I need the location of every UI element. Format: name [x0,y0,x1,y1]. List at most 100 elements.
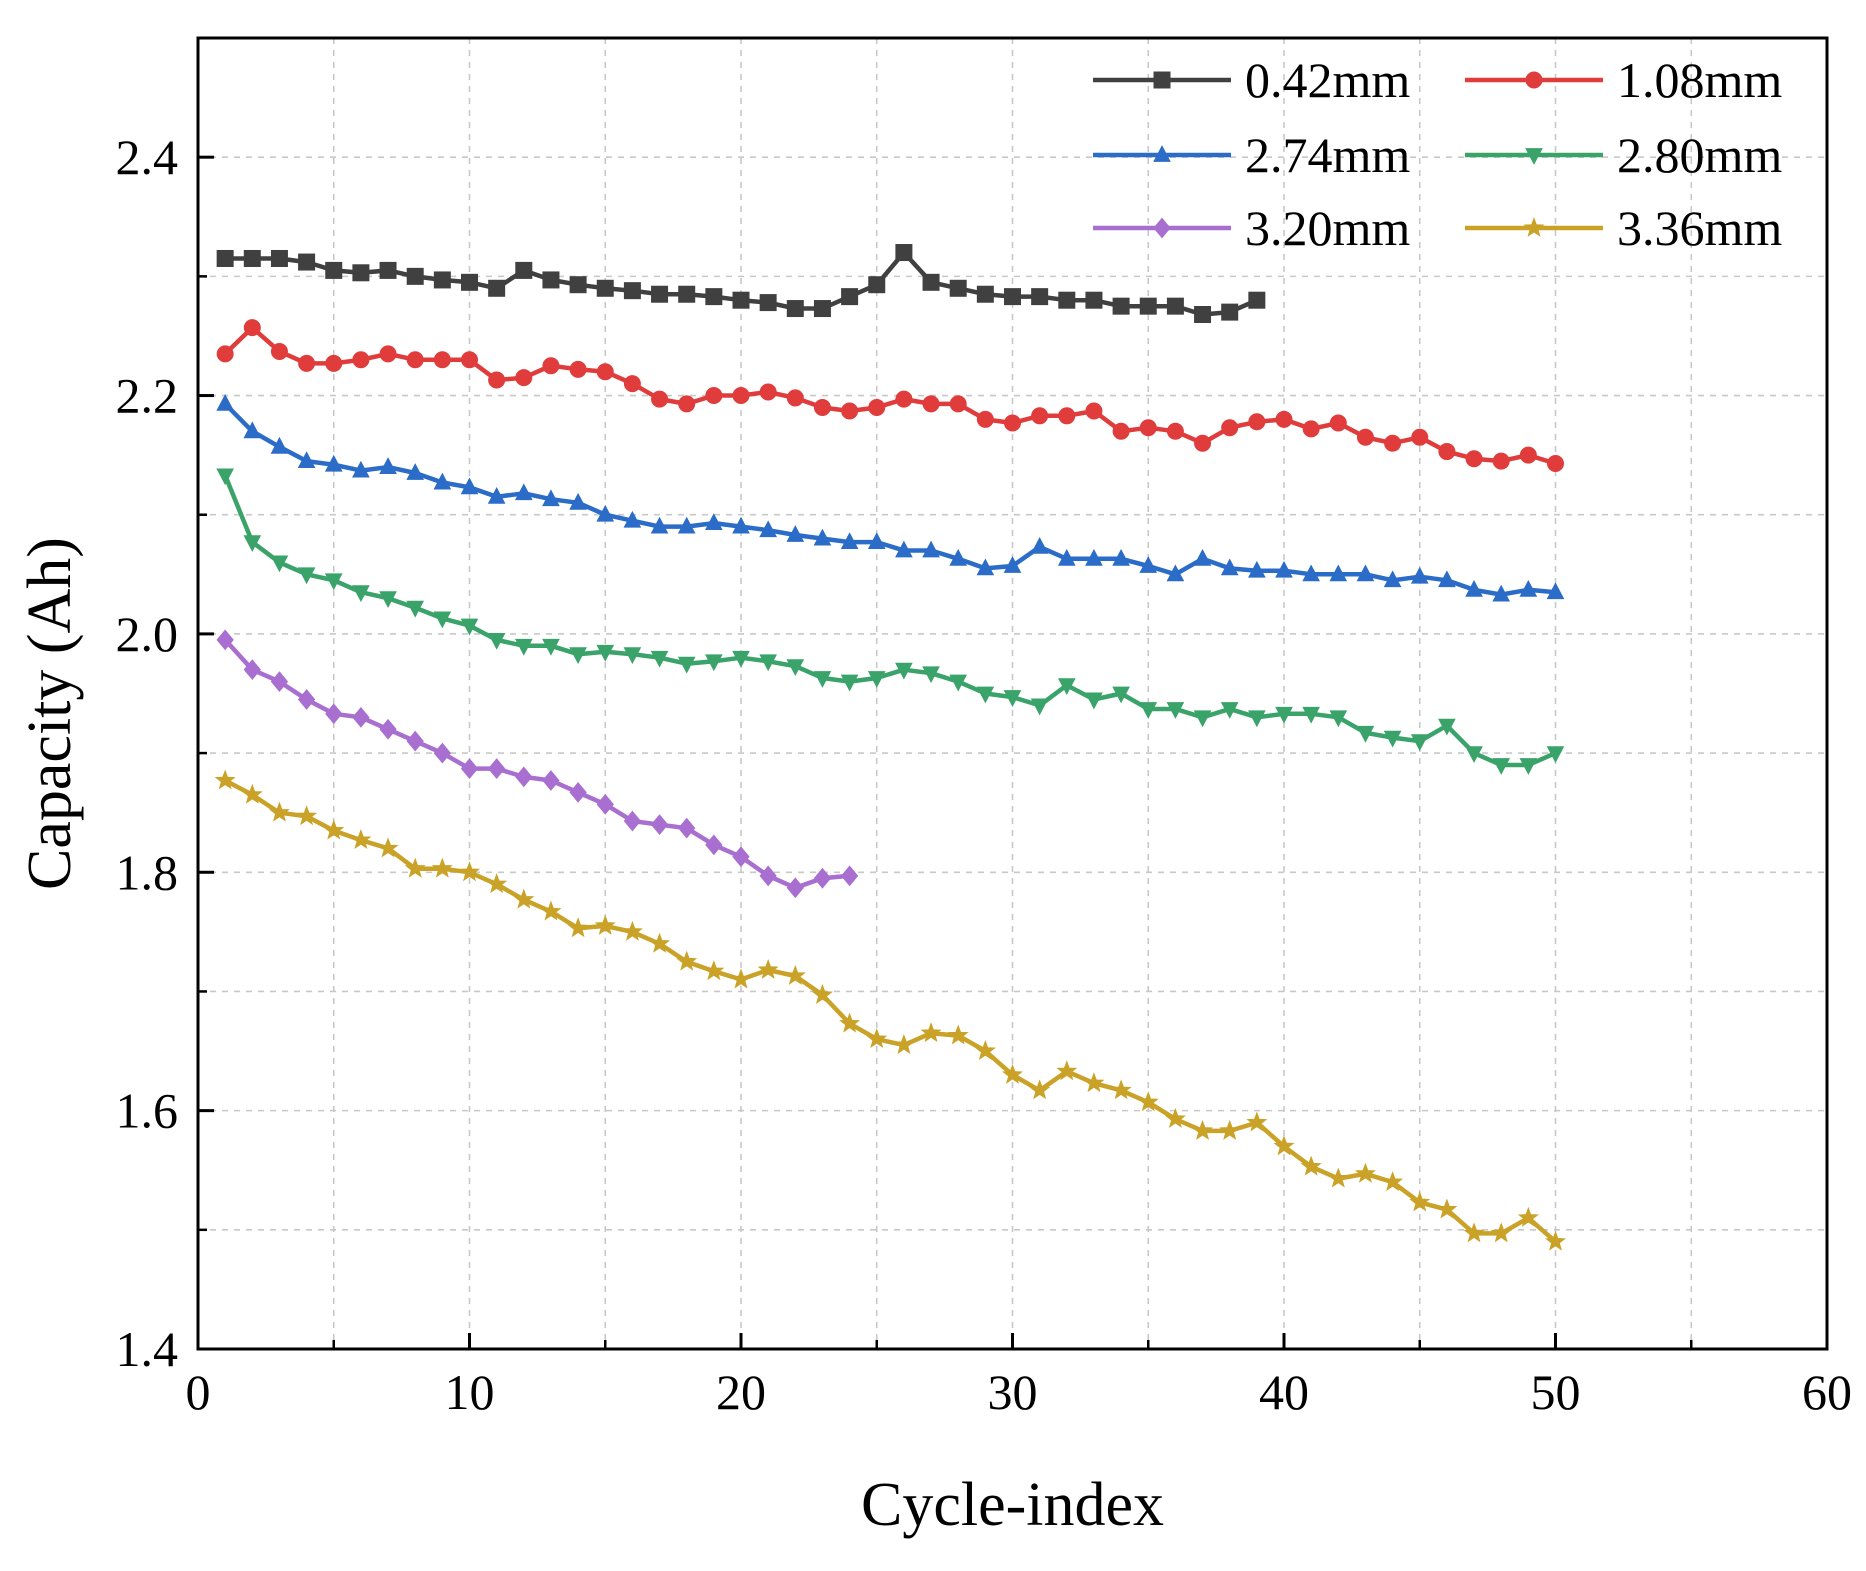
data-point [759,383,777,401]
data-point [1110,1079,1132,1100]
y-tick-label: 1.8 [116,844,179,900]
data-point [298,354,316,372]
y-tick-label: 1.4 [116,1321,179,1377]
data-point [379,591,397,609]
data-point [623,810,642,832]
data-point [732,387,750,405]
data-point [1329,710,1348,728]
data-point [1112,297,1130,315]
tick-layer: 0 10 20 30 40 50 60 1.4 1.6 1.8 2.0 2.2 2.4 [116,129,1853,1420]
data-point [542,638,560,656]
series-layer [214,244,1567,1251]
data-point [461,351,478,369]
data-point [596,504,615,522]
data-point [1029,1079,1051,1100]
data-point [406,267,424,285]
data-point [542,770,560,791]
data-point [1220,702,1239,719]
data-point [1193,548,1212,566]
data-point [1031,288,1049,306]
data-point [352,706,370,728]
legend-label: 3.36mm [1617,200,1782,256]
series-2.74mm [216,394,1565,602]
data-point [243,249,261,267]
data-point [1192,1119,1214,1140]
data-point [703,960,725,981]
data-point [243,421,262,439]
data-point [920,1022,942,1043]
data-point [947,1024,969,1045]
data-point [678,395,696,413]
data-point [569,360,587,378]
data-point [1057,548,1076,566]
data-point [241,783,263,804]
data-point [1356,428,1374,446]
data-point [216,468,234,486]
data-point [841,288,859,306]
data-point [1248,710,1266,728]
data-point [270,671,289,692]
data-point [270,249,288,267]
data-point [352,585,370,603]
legend-marker [1153,71,1171,89]
data-point [786,877,804,899]
data-point [542,357,560,375]
data-point [813,528,832,546]
x-axis-title: Cycle-index [861,1471,1164,1539]
data-point [1275,560,1293,578]
data-point [1519,579,1538,597]
series-2.80mm [216,468,1565,775]
data-point [976,686,995,704]
data-point [596,279,614,297]
data-point [1438,570,1456,588]
data-point [1327,1167,1349,1188]
data-point [1004,414,1021,432]
data-point [1547,454,1564,472]
legend-label: 3.20mm [1245,200,1410,256]
data-point [1137,1091,1159,1112]
data-point [840,532,859,550]
data-point [379,345,397,363]
data-point [732,516,750,534]
data-point [895,540,913,558]
data-point [1354,1162,1376,1183]
data-point [461,273,478,291]
data-point [1519,446,1537,464]
data-point [811,983,833,1004]
data-point [866,1028,888,1049]
data-point [1194,306,1212,324]
data-point [678,285,696,303]
series-line [223,638,850,891]
data-point [1030,698,1049,716]
data-point [677,516,696,534]
data-point [1220,558,1239,576]
data-point [1003,690,1022,707]
data-point [1300,1155,1322,1176]
data-point [352,460,370,478]
data-point [433,472,452,490]
legend-marker [1153,217,1171,239]
data-point [650,516,669,534]
data-point [1166,297,1184,315]
data-point [813,867,832,889]
data-point [651,390,669,408]
data-point [623,647,642,665]
data-point [1302,706,1320,724]
data-point [621,920,643,941]
data-point [1139,419,1157,437]
data-point [1409,1191,1431,1212]
data-point [404,857,426,878]
data-point [325,261,343,279]
data-point [623,510,642,528]
data-point [1085,548,1103,566]
data-point [406,730,424,752]
data-point [623,282,641,300]
legend-label: 2.74mm [1245,127,1410,183]
legend-label: 1.08mm [1617,52,1782,108]
data-point [1194,434,1212,452]
data-point [1356,725,1375,743]
y-tick-label: 1.6 [116,1083,179,1139]
data-point [1221,419,1239,437]
data-point [895,390,913,408]
